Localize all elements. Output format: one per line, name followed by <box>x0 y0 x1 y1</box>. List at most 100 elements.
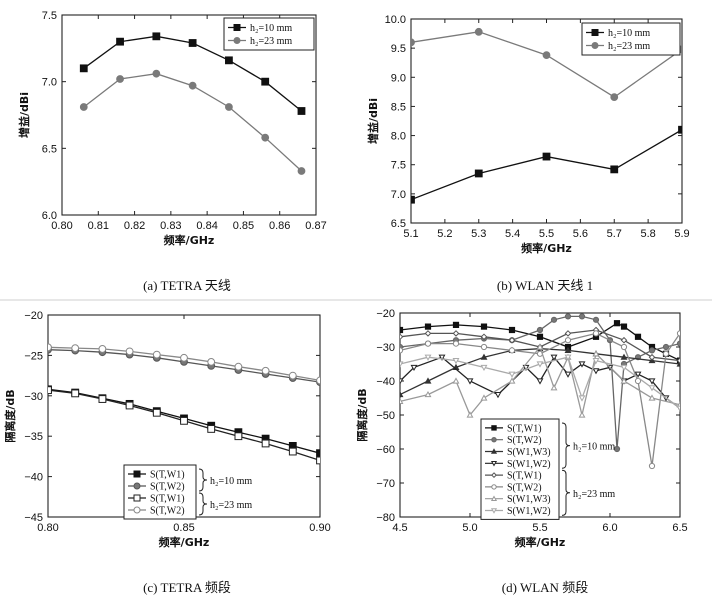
legend-label: h₂=10 mm <box>250 23 292 34</box>
x-tick-label: 0.85 <box>233 220 254 232</box>
data-point <box>79 64 88 73</box>
data-point <box>452 340 460 347</box>
plot-frame <box>61 14 317 216</box>
data-point <box>592 330 600 337</box>
data-point <box>592 316 600 323</box>
data-point <box>610 165 619 174</box>
x-tick-label: 0.84 <box>196 220 217 232</box>
series-layer <box>48 343 320 465</box>
x-tick-label: 0.80 <box>37 522 58 534</box>
y-tick-label: −40 <box>24 472 43 484</box>
data-point <box>71 389 80 398</box>
data-point <box>261 366 270 375</box>
data-point <box>620 336 628 344</box>
legend-brace <box>198 492 208 516</box>
x-axis-label: 频率/GHz <box>521 241 572 255</box>
data-point <box>474 27 483 36</box>
data-point <box>480 364 488 372</box>
legend-marker <box>491 425 497 431</box>
data-point <box>71 344 80 353</box>
data-point <box>620 323 628 330</box>
data-point <box>634 333 642 340</box>
y-tick-label: −30 <box>376 342 395 354</box>
data-point <box>207 425 216 433</box>
data-point <box>424 323 432 330</box>
legend-marker <box>233 24 241 31</box>
x-tick-label: 5.5 <box>532 522 547 534</box>
data-point <box>98 395 107 403</box>
data-point <box>438 354 446 361</box>
data-point <box>452 358 460 365</box>
data-point <box>610 93 619 102</box>
data-point <box>400 378 404 385</box>
data-point <box>474 169 483 178</box>
data-point <box>411 38 415 47</box>
data-point <box>662 350 670 357</box>
y-tick-label: −50 <box>376 410 395 422</box>
data-point <box>578 395 586 402</box>
legend-marker <box>490 448 498 454</box>
data-point <box>578 313 586 320</box>
data-point <box>648 385 656 392</box>
y-tick-label: 7.5 <box>391 160 406 172</box>
legend-marker <box>591 42 599 49</box>
series-line <box>400 345 680 417</box>
data-point <box>234 362 243 371</box>
legend-brace <box>198 468 208 492</box>
x-tick-label: 0.85 <box>173 522 194 534</box>
data-point <box>613 445 621 453</box>
data-point <box>225 56 233 65</box>
data-point <box>234 432 243 441</box>
x-tick-label: 0.81 <box>88 220 109 232</box>
y-tick-label: −60 <box>376 444 395 456</box>
y-tick-label: 10.0 <box>385 14 406 26</box>
y-tick-label: −70 <box>376 478 395 490</box>
data-point <box>480 323 488 330</box>
series-line <box>48 389 320 462</box>
data-point <box>613 320 621 327</box>
x-axis-label: 频率/GHz <box>164 233 215 247</box>
legend-box <box>223 17 315 51</box>
data-point <box>648 347 656 354</box>
y-tick-label: −20 <box>376 308 395 320</box>
y-tick-label: 8.0 <box>391 131 406 143</box>
y-tick-label: −35 <box>24 431 43 443</box>
data-point <box>180 353 188 362</box>
data-point <box>592 350 600 357</box>
y-tick-label: 9.5 <box>391 43 406 55</box>
data-point <box>207 357 216 366</box>
legend-brace <box>561 469 571 516</box>
data-point <box>125 401 134 410</box>
data-point <box>676 360 680 367</box>
data-point <box>620 364 628 372</box>
data-point <box>564 330 572 337</box>
data-point <box>494 392 502 399</box>
chart-panel-a: 0.80 0.81 0.82 0.83 0.84 0.85 0.86 0.87 6.0 6.5 7.… <box>17 10 327 247</box>
data-point <box>116 75 124 83</box>
data-point <box>400 390 404 398</box>
data-point <box>536 378 544 385</box>
data-point <box>508 377 516 384</box>
data-point <box>676 357 680 364</box>
data-point <box>188 81 197 90</box>
data-point <box>542 152 551 161</box>
data-point <box>480 343 488 351</box>
data-point <box>225 103 233 111</box>
data-point <box>79 103 88 111</box>
data-point <box>125 347 134 356</box>
legend-group-label: h₂=23 mm <box>210 500 252 511</box>
data-point <box>297 167 306 175</box>
data-point <box>180 416 188 425</box>
y-tick-label: −25 <box>24 350 43 362</box>
x-tick-label: 5.2 <box>437 228 452 240</box>
legend-marker <box>133 470 141 478</box>
legend-label: h₂=23 mm <box>608 41 650 52</box>
y-tick-label: 6.0 <box>42 210 57 222</box>
data-point <box>676 340 680 347</box>
legend-marker <box>490 508 498 514</box>
data-point <box>297 107 306 115</box>
y-tick-label: 6.5 <box>391 218 406 230</box>
chart-panel-b: 5.1 5.2 5.3 5.4 5.5 5.6 5.7 5.8 5.9 6.5 7.0 7.5 8.0 8… <box>366 14 690 255</box>
legend-box <box>581 22 681 56</box>
